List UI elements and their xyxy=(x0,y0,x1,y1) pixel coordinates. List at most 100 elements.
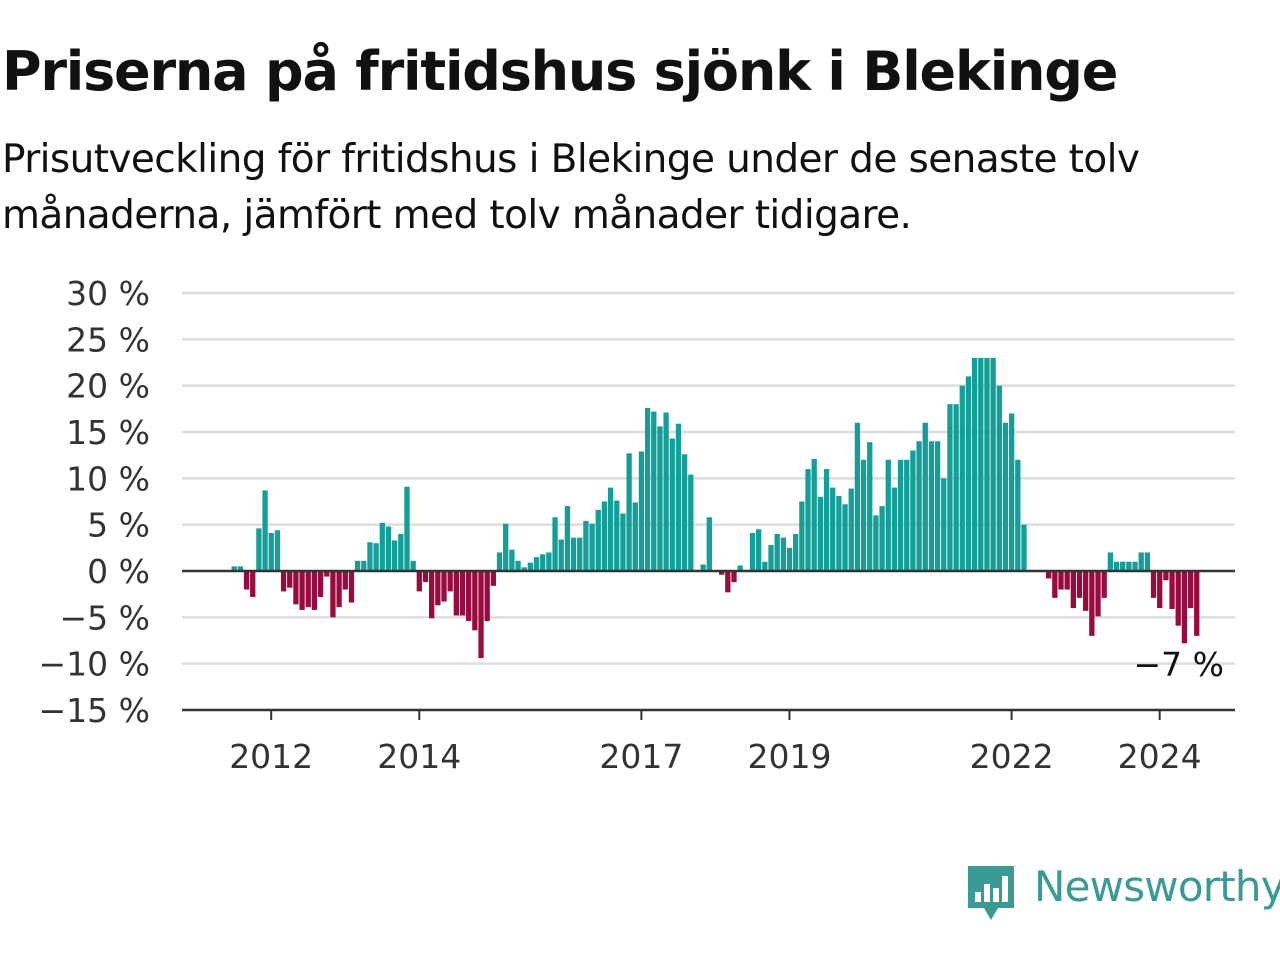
bar xyxy=(706,517,712,571)
bar xyxy=(737,565,743,571)
bar xyxy=(422,571,429,583)
bar xyxy=(595,509,601,571)
bar xyxy=(305,571,311,608)
y-tick-label: −15 % xyxy=(39,691,151,730)
bar xyxy=(1095,571,1101,617)
bar xyxy=(700,564,706,571)
bar xyxy=(503,523,509,571)
bar xyxy=(632,502,638,571)
bar xyxy=(1021,524,1027,571)
bar xyxy=(496,552,503,571)
bar xyxy=(799,501,805,571)
bar xyxy=(626,453,632,571)
bar xyxy=(959,385,965,571)
bar xyxy=(1144,552,1151,571)
bar xyxy=(1083,571,1089,611)
bar xyxy=(786,547,793,571)
bar xyxy=(1194,571,1200,636)
bar xyxy=(237,566,244,571)
page-title: Priserna på fritidshus sjönk i Blekinge xyxy=(2,40,1118,103)
y-tick-label: 20 % xyxy=(66,367,150,406)
bar xyxy=(274,530,281,571)
bar xyxy=(688,474,694,571)
bar xyxy=(410,560,416,571)
x-tick-label: 2024 xyxy=(1118,737,1202,776)
y-tick-label: −5 % xyxy=(60,598,151,637)
bar xyxy=(891,487,898,571)
bar xyxy=(823,469,830,571)
bar xyxy=(404,486,410,571)
bar xyxy=(250,571,256,597)
bar xyxy=(373,543,379,571)
bar xyxy=(293,571,299,605)
bar-chart-icon xyxy=(968,866,1014,920)
bar xyxy=(1008,413,1015,571)
bar xyxy=(287,571,293,588)
x-tick-label: 2019 xyxy=(747,737,831,776)
bar xyxy=(774,533,780,571)
bar xyxy=(354,560,361,571)
bar xyxy=(1126,561,1132,571)
bar xyxy=(860,459,867,571)
bar xyxy=(490,571,497,586)
bar xyxy=(429,571,435,619)
bar xyxy=(256,528,262,571)
bar xyxy=(533,557,540,571)
bar xyxy=(793,533,799,571)
bar xyxy=(922,422,928,571)
bar xyxy=(916,441,922,571)
bar xyxy=(879,506,885,571)
bar xyxy=(620,513,626,571)
bar xyxy=(1163,571,1169,581)
bar xyxy=(447,571,453,592)
bar xyxy=(330,571,336,618)
bar xyxy=(817,496,824,571)
bar xyxy=(897,459,904,571)
bar xyxy=(768,545,774,571)
bar xyxy=(1002,422,1009,571)
bar xyxy=(1175,571,1181,626)
y-tick-label: 10 % xyxy=(66,459,150,498)
bar xyxy=(478,571,484,659)
bar xyxy=(725,571,731,593)
x-tick-label: 2012 xyxy=(229,737,313,776)
bar xyxy=(435,571,441,606)
bar xyxy=(558,539,564,571)
bar xyxy=(854,422,861,571)
bar xyxy=(614,500,620,571)
bar xyxy=(1015,459,1021,571)
bar xyxy=(1138,552,1144,571)
y-tick-label: 15 % xyxy=(66,413,150,452)
bar xyxy=(607,487,614,571)
bar xyxy=(984,357,990,571)
bar xyxy=(1058,571,1064,590)
bar xyxy=(681,454,688,571)
bar xyxy=(564,506,571,571)
bar xyxy=(1089,571,1095,636)
bar xyxy=(1107,552,1114,571)
bar xyxy=(453,571,459,616)
bar xyxy=(1157,571,1163,609)
bar xyxy=(811,458,817,571)
bar xyxy=(361,560,367,571)
bar xyxy=(601,501,608,571)
bar xyxy=(583,520,589,571)
y-tick-label: 5 % xyxy=(87,506,150,545)
x-tick-label: 2022 xyxy=(970,737,1054,776)
bar xyxy=(873,515,879,571)
bar xyxy=(1101,571,1107,598)
bar xyxy=(1046,571,1052,579)
bar xyxy=(459,571,466,616)
bar xyxy=(867,442,873,571)
y-tick-label: 30 % xyxy=(66,274,150,313)
bar xyxy=(385,526,392,571)
bar xyxy=(842,504,848,571)
bar xyxy=(947,404,953,571)
bar xyxy=(1120,561,1126,571)
bar xyxy=(262,490,268,571)
bar xyxy=(398,533,404,571)
bar xyxy=(971,357,978,571)
bar xyxy=(552,517,558,571)
bar xyxy=(466,571,472,622)
page-subtitle: Prisutveckling för fritidshus i Blekinge… xyxy=(2,137,1140,238)
